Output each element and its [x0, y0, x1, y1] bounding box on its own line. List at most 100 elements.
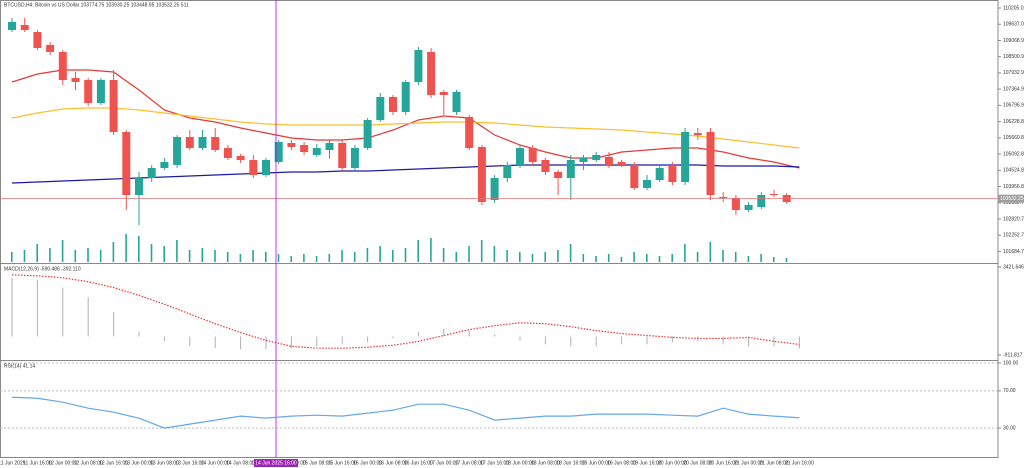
candle-body — [71, 78, 80, 82]
volume-bar — [747, 256, 750, 262]
moving-average — [11, 107, 800, 149]
x-tick-label: 21 Jun 00:00 — [734, 460, 763, 466]
x-tick-label: 21 Jun 08:00 — [760, 460, 789, 466]
macd-title: MACD(12,26,9) -590.486 -392.110 — [4, 266, 81, 272]
volume-bar — [239, 254, 242, 262]
volume-bar — [709, 242, 712, 262]
y-tick-label: 102252.74 — [1003, 233, 1024, 239]
candle-body — [262, 160, 270, 175]
candle-body — [135, 178, 143, 195]
candle-body — [338, 143, 347, 168]
y-tick-label: 105092.84 — [1003, 151, 1024, 157]
volume-bar — [315, 256, 318, 262]
candle-body — [173, 137, 182, 165]
y-tick-label: 109068.98 — [1003, 38, 1024, 44]
candle-body — [160, 162, 169, 168]
y-tick-label: 100.00 — [1003, 360, 1019, 366]
volume-bar — [430, 238, 432, 262]
y-tick-label: 108500.96 — [1003, 54, 1024, 60]
candle-body — [706, 132, 715, 195]
signal-line — [11, 274, 800, 349]
volume-bar — [722, 250, 724, 262]
y-tick-label: 102820.76 — [1003, 216, 1024, 222]
x-tick-label: 20 Jun 16:00 — [709, 460, 738, 466]
candle-body — [668, 165, 677, 182]
candle-body — [655, 168, 664, 180]
volume-bar — [125, 234, 127, 262]
x-tick-label: 18 Jun 00:00 — [506, 460, 535, 466]
candle-body — [274, 142, 283, 162]
volume-bar — [87, 248, 89, 262]
x-tick-label: 20 Jun 00:00 — [658, 460, 687, 466]
volume-bar — [506, 250, 508, 262]
candle-body — [477, 147, 486, 202]
x-tick-label: 19 Jun 00:00 — [582, 460, 611, 466]
candle-body — [630, 165, 639, 188]
x-tick-label: 15 Jun 16:00 — [328, 460, 357, 466]
volume-bar — [150, 244, 153, 262]
y-tick-label: 109637.00 — [1003, 22, 1024, 28]
volume-bar — [214, 250, 216, 262]
x-tick-label: 18 Jun 16:00 — [556, 460, 585, 466]
candle-body — [122, 132, 131, 195]
candle-body — [389, 97, 397, 112]
volume-bar — [138, 236, 140, 262]
candle-body — [770, 194, 778, 195]
candle-body — [617, 162, 626, 165]
rsi-line — [11, 396, 800, 429]
price-title: BTCUSD,H4: Bitcoin vs US Dollar 103774.7… — [4, 2, 189, 8]
candle-body — [465, 117, 474, 148]
current-price-label: 103532.25 — [1000, 196, 1024, 202]
candle-body — [211, 137, 220, 150]
x-tick-label: 12 Jun 08:00 — [74, 460, 103, 466]
candle-body — [223, 148, 232, 158]
y-tick-label: 105660.86 — [1003, 135, 1024, 141]
candle-body — [185, 137, 194, 148]
volume-bar — [582, 254, 585, 262]
x-tick-label: 16 Jun 00:00 — [353, 460, 382, 466]
volume-bar — [531, 254, 534, 262]
rsi-title: RSI(14) 41.14 — [4, 363, 35, 369]
candle-body — [33, 32, 42, 48]
candle-body — [8, 22, 16, 30]
candle-body — [516, 148, 524, 165]
y-tick-label: -911.817 — [1003, 352, 1023, 358]
candle-body — [554, 172, 563, 178]
x-tick-label: 16 Jun 16:00 — [404, 460, 433, 466]
volume-bar — [11, 252, 13, 262]
volume-bar — [671, 254, 673, 262]
x-tick-label: 17 Jun 16:00 — [480, 460, 509, 466]
volume-bar — [519, 252, 521, 262]
volume-bar — [379, 246, 381, 262]
volume-bar — [341, 250, 343, 262]
candle-body — [363, 120, 372, 148]
volume-bar — [265, 252, 267, 262]
volume-bar — [480, 240, 483, 262]
candle-body — [46, 45, 55, 52]
volume-bar — [201, 248, 204, 262]
candle-body — [300, 145, 309, 152]
y-tick-label: 103388.78 — [1003, 200, 1024, 206]
volume-bar — [74, 250, 77, 262]
candle-body — [503, 165, 512, 178]
crosshair-label: 14 Jun 2025 16:00 — [255, 460, 297, 466]
candle-body — [731, 198, 740, 210]
y-tick-label: 107364.92 — [1003, 86, 1024, 92]
y-tick-label: 101684.72 — [1003, 249, 1024, 255]
volume-bar — [785, 258, 788, 262]
volume-bar — [633, 252, 635, 262]
x-tick-label: 19 Jun 08:00 — [607, 460, 636, 466]
current-price-box — [998, 194, 1024, 203]
x-tick-label: 11 Jun 16:00 — [23, 460, 52, 466]
candle-body — [312, 148, 321, 155]
volume-bar — [277, 254, 280, 262]
volume-bar — [557, 250, 559, 262]
y-tick-label: 103956.80 — [1003, 184, 1024, 190]
volume-bar — [455, 252, 458, 262]
volume-bar — [595, 256, 597, 262]
y-tick-label: 110205.02 — [1003, 5, 1024, 11]
volume-bar — [392, 250, 394, 262]
candle-body — [719, 197, 728, 198]
volume-bar — [163, 246, 165, 262]
